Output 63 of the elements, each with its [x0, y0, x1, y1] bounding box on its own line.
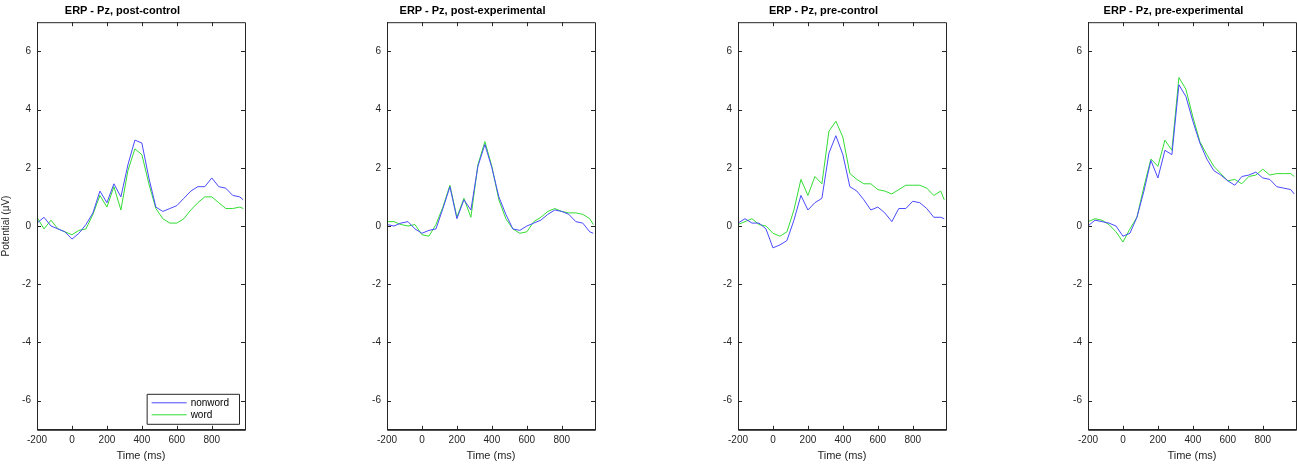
y-tick-label: -6 — [22, 394, 32, 406]
x-tick-label: 600 — [168, 433, 186, 445]
x-axis-title: Time (ms) — [116, 449, 166, 462]
y-tick-label: -4 — [723, 336, 733, 348]
x-tick-label: 800 — [904, 433, 922, 445]
y-axis-title: Potential (μV) — [0, 195, 11, 257]
y-tick-label: -4 — [1073, 336, 1083, 348]
x-axis-title: Time (ms) — [817, 449, 867, 462]
y-tick-label: 0 — [726, 219, 733, 231]
y-tick-label: -2 — [1073, 277, 1083, 289]
x-tick-label: 200 — [98, 433, 116, 445]
x-tick-label: 400 — [1184, 433, 1202, 445]
y-tick-label: 2 — [375, 161, 382, 173]
y-tick-label: -4 — [22, 336, 32, 348]
y-tick-label: -2 — [372, 277, 382, 289]
y-tick-label: 4 — [375, 103, 382, 115]
x-tick-label: 600 — [869, 433, 887, 445]
y-tick-label: 0 — [1076, 219, 1083, 231]
x-tick-label: 0 — [419, 433, 426, 445]
chart-title: ERP - Pz, pre-control — [768, 3, 879, 16]
y-tick-label: 4 — [25, 103, 32, 115]
x-tick-label: -200 — [727, 433, 749, 445]
y-tick-label: 2 — [25, 161, 32, 173]
x-tick-label: 0 — [69, 433, 76, 445]
y-tick-label: 6 — [25, 45, 32, 57]
y-tick-label: 2 — [1076, 161, 1083, 173]
y-tick-label: 6 — [1076, 45, 1083, 57]
y-tick-label: 6 — [726, 45, 733, 57]
x-tick-label: 0 — [1120, 433, 1127, 445]
legend-label: nonword — [190, 396, 229, 408]
x-tick-label: -200 — [376, 433, 398, 445]
x-tick-label: 600 — [1219, 433, 1237, 445]
chart-title: ERP - Pz, pre-experimental — [1103, 3, 1244, 16]
x-axis-title: Time (ms) — [466, 449, 516, 462]
x-tick-label: 800 — [553, 433, 571, 445]
y-tick-label: -4 — [372, 336, 382, 348]
x-axis-title: Time (ms) — [1167, 449, 1217, 462]
x-tick-label: 600 — [518, 433, 536, 445]
y-tick-label: 4 — [726, 103, 733, 115]
y-tick-label: 2 — [726, 161, 733, 173]
y-tick-label: 4 — [1076, 103, 1083, 115]
y-tick-label: -2 — [723, 277, 733, 289]
y-tick-label: 0 — [25, 219, 32, 231]
x-tick-label: -200 — [26, 433, 48, 445]
y-tick-label: 6 — [375, 45, 382, 57]
chart-title: ERP - Pz, post-experimental — [399, 3, 546, 16]
x-tick-label: 200 — [1149, 433, 1167, 445]
x-tick-label: 800 — [203, 433, 221, 445]
x-tick-label: 400 — [483, 433, 501, 445]
x-tick-label: 400 — [834, 433, 852, 445]
x-tick-label: 400 — [133, 433, 151, 445]
y-tick-label: -6 — [1073, 394, 1083, 406]
y-tick-label: -2 — [22, 277, 32, 289]
x-tick-label: 200 — [799, 433, 817, 445]
y-tick-label: -6 — [372, 394, 382, 406]
legend-label: word — [189, 408, 213, 420]
chart-title: ERP - Pz, post-control — [64, 3, 181, 16]
x-tick-label: 0 — [770, 433, 777, 445]
x-tick-label: 800 — [1254, 433, 1272, 445]
y-tick-label: 0 — [375, 219, 382, 231]
x-tick-label: 200 — [448, 433, 466, 445]
y-tick-label: -6 — [723, 394, 733, 406]
x-tick-label: -200 — [1077, 433, 1099, 445]
